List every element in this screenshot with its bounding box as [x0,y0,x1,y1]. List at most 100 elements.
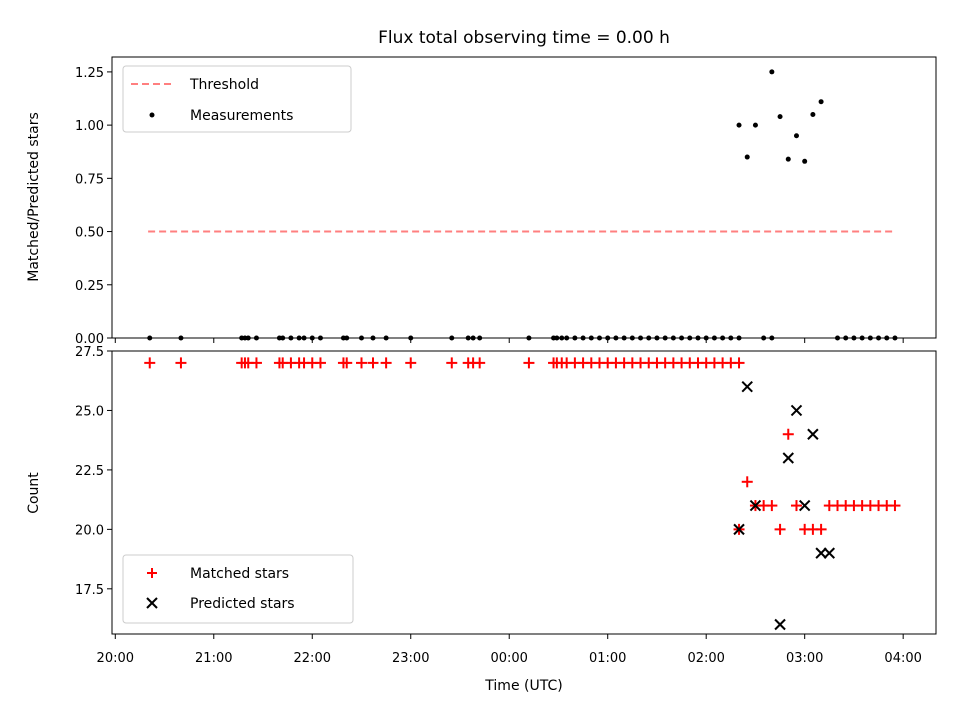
measurement-point [687,335,693,341]
top-y-axis: 0.00 0.25 0.50 0.75 1.00 1.25 [75,66,112,347]
measurement-point [859,335,865,341]
measurement-point [703,335,709,341]
measurement-point [638,335,644,341]
measurement-point [646,335,652,341]
measurement-point [470,335,476,341]
bottom-y-axis: 17.5 20.0 22.5 25.0 27.5 [75,345,112,598]
measurement-point [309,335,315,341]
x-tick-label: 01:00 [589,651,626,666]
measurement-point [736,335,742,341]
measurement-point [892,335,898,341]
measurement-point [851,335,857,341]
x-axis-label: Time (UTC) [484,678,562,694]
measurement-point [695,335,701,341]
x-tick-label: 21:00 [195,651,232,666]
predicted-star-point [782,452,794,464]
measurement-point [777,114,783,120]
top-panel: 0.00 0.25 0.50 0.75 1.00 1.25 Matched/Predict… [26,56,937,347]
bottom-y-tick-label: 25.0 [75,404,104,419]
bottom-y-axis-label: Count [26,472,42,514]
matched-stars-series [144,357,901,535]
x-tick-label: 22:00 [294,651,331,666]
measurement-point [178,335,184,341]
top-y-tick-label: 0.25 [75,279,104,294]
measurement-point [296,335,302,341]
measurement-point [802,158,808,164]
measurement-point [597,335,603,341]
measurement-point [793,133,799,139]
measurement-point [449,335,455,341]
measurement-point [629,335,635,341]
top-y-tick-label: 0.75 [75,172,104,187]
matched-star-point [766,500,778,512]
measurement-point [280,335,286,341]
measurement-point [769,335,775,341]
legend-predicted-swatch [146,597,158,609]
predicted-star-point [790,404,803,417]
measurement-point [477,335,483,341]
measurement-point [884,335,890,341]
measurement-point [288,335,294,341]
top-y-tick-label: 0.50 [75,226,104,241]
bottom-legend-box [122,554,354,624]
top-plot-frame [111,56,937,339]
predicted-star-point [815,547,827,559]
x-tick-label: 04:00 [884,651,921,666]
measurement-point [605,335,611,341]
x-tick-label: 00:00 [490,651,527,666]
matched-star-point [405,357,417,369]
matched-star-point [446,357,458,369]
measurement-point [679,335,685,341]
matched-star-point [774,523,786,535]
matched-star-point [314,357,326,369]
predicted-star-point [741,380,753,393]
measurement-point [147,335,153,341]
predicted-star-point [823,547,836,559]
measurement-point [867,335,873,341]
matched-star-point [474,357,486,369]
bottom-y-tick-label: 22.5 [75,464,104,479]
measurement-point [383,335,389,341]
predicted-star-point [733,523,745,536]
predicted-star-point [774,618,786,631]
measurement-point [670,335,676,341]
measurement-point [761,335,767,341]
measurement-point [662,335,668,341]
measurement-point [572,335,578,341]
legend-threshold-label: Threshold [189,77,259,93]
top-y-tick-label: 1.00 [75,119,104,134]
top-y-tick-label: 0.00 [75,332,104,347]
measurement-point [344,335,350,341]
chart-title: Flux total observing time = 0.00 h [378,28,670,48]
measurement-point [370,335,376,341]
top-y-axis-label: Matched/Predicted stars [26,112,42,282]
bottom-plot-frame [111,350,937,635]
measurement-point [736,122,742,128]
measurement-point [564,335,570,341]
measurement-point [728,335,734,341]
matched-star-point [355,357,367,369]
measurement-point [785,156,791,162]
measurements-series [147,69,898,341]
measurement-point [465,335,471,341]
top-y-tick-label: 1.25 [75,66,104,81]
measurement-point [245,335,251,341]
bottom-x-axis: 20:00 21:00 22:00 23:00 00:00 01:00 02:00 03:00… [97,634,922,666]
top-legend: Threshold Measurements [122,65,352,133]
x-tick-label: 20:00 [97,651,134,666]
matched-star-point [782,428,794,440]
legend-measurements-label: Measurements [190,108,293,124]
measurement-point [744,154,750,160]
measurement-point [588,335,594,341]
top-legend-box [122,65,352,133]
matched-star-point [889,500,901,512]
matched-star-point [175,357,187,369]
matched-star-point [741,476,753,488]
measurement-point [580,335,586,341]
bottom-legend: Matched stars Predicted stars [122,554,354,624]
measurement-point [526,335,532,341]
measurement-point [559,335,565,341]
measurement-point [810,111,816,117]
measurement-point [720,335,726,341]
